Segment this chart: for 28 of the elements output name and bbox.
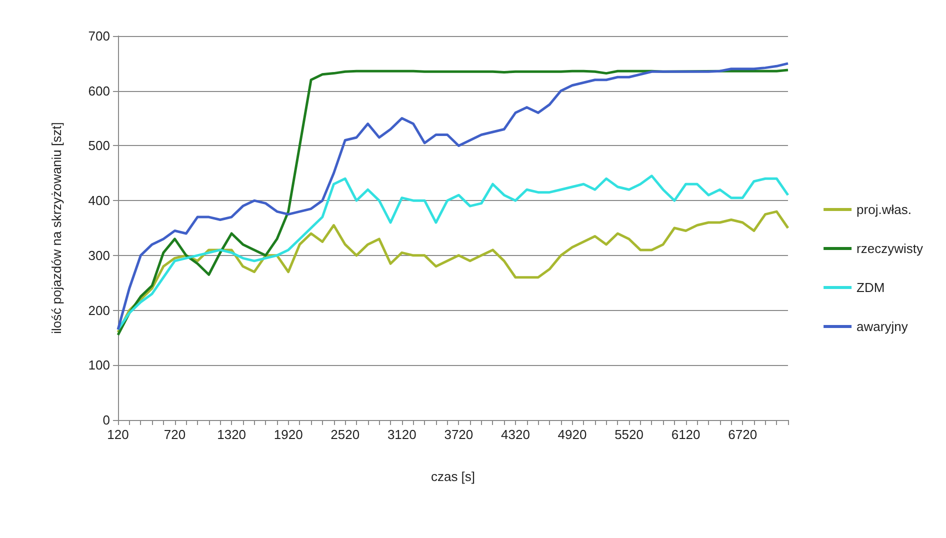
y-tick-label: 600 <box>88 83 110 98</box>
x-tick-label: 5520 <box>614 427 644 442</box>
x-tick-label: 6120 <box>671 427 700 442</box>
x-tick-label: 120 <box>107 427 129 442</box>
x-tick-label: 720 <box>164 427 186 442</box>
y-tick-label: 200 <box>88 302 110 318</box>
legend-label: proj.włas. <box>856 202 912 217</box>
y-tick-label: 400 <box>88 193 110 208</box>
y-tick-label: 500 <box>88 138 110 154</box>
x-axis-title: czas [s] <box>430 469 476 484</box>
x-tick-label: 2520 <box>330 427 360 442</box>
y-axis-title: ilość pojazdów na skrzyżowaniu [szt] <box>49 122 64 334</box>
y-tick-label: 700 <box>88 28 110 44</box>
legend-label: awaryjny <box>856 319 908 334</box>
y-tick-label: 100 <box>88 358 110 373</box>
legend-label: rzeczywisty <box>856 241 924 256</box>
line-series <box>116 174 790 331</box>
legend-label: ZDM <box>856 280 885 295</box>
y-tick-label: 0 <box>102 412 110 428</box>
x-tick-label: 4320 <box>500 427 530 442</box>
x-tick-label: 1320 <box>217 427 246 442</box>
line-series <box>116 210 790 334</box>
x-tick-label: 4920 <box>558 427 587 442</box>
x-tick-label: 1920 <box>274 427 303 442</box>
x-tick-label: 3120 <box>387 427 416 442</box>
x-tick-label: 3720 <box>444 427 474 442</box>
x-tick-label: 6720 <box>728 427 758 442</box>
y-tick-label: 300 <box>88 248 110 263</box>
